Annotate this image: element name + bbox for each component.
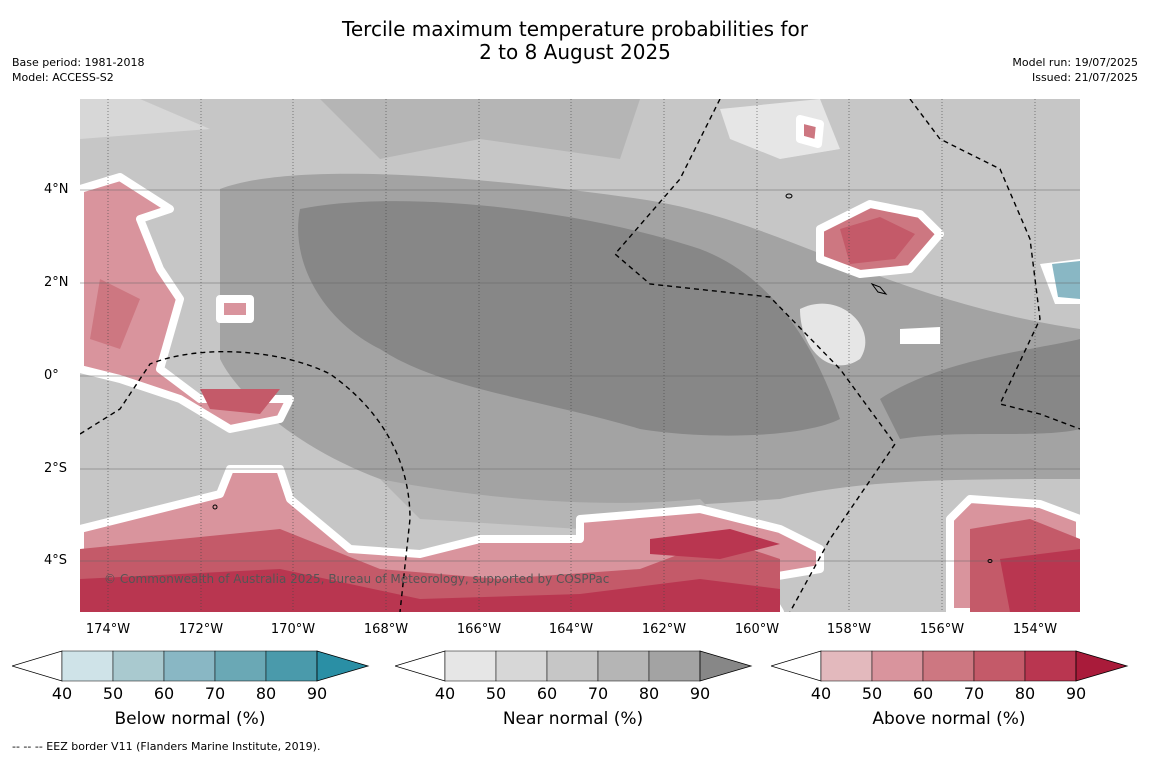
colorbar-below-normal bbox=[10, 650, 370, 688]
lon-label-164w: 164°W bbox=[548, 622, 594, 637]
above-normal-west bbox=[80, 173, 294, 433]
colorbar-swatch bbox=[597, 650, 650, 682]
colorbar-swatch bbox=[112, 650, 165, 682]
colorbar-near-title: Near normal (%) bbox=[502, 709, 644, 729]
tick-label: 50 bbox=[485, 684, 507, 703]
colorbar-swatch bbox=[444, 650, 497, 682]
tick-label: 40 bbox=[51, 684, 73, 703]
colorbar-swatch bbox=[265, 650, 318, 682]
model-run: Model run: 19/07/2025 bbox=[1012, 56, 1138, 69]
lon-label-168w: 168°W bbox=[363, 622, 409, 637]
above-normal-dot bbox=[796, 115, 824, 148]
dark-gray-east bbox=[880, 339, 1080, 439]
lon-label-172w: 172°W bbox=[178, 622, 224, 637]
tick-label: 90 bbox=[689, 684, 711, 703]
dark-gray-core bbox=[298, 201, 840, 436]
above-normal-small bbox=[216, 295, 254, 323]
lat-label-2s: 2°S bbox=[44, 461, 68, 476]
map-svg bbox=[80, 99, 1080, 612]
colorbar-swatch bbox=[61, 650, 114, 682]
colorbar-swatch bbox=[546, 650, 599, 682]
above-normal-south-spot bbox=[650, 529, 780, 559]
base-period: Base period: 1981-2018 bbox=[12, 56, 145, 69]
tick-label: 40 bbox=[810, 684, 832, 703]
colorbar-above-normal bbox=[769, 650, 1129, 688]
issued-date: Issued: 21/07/2025 bbox=[1031, 71, 1138, 84]
tick-label: 70 bbox=[963, 684, 985, 703]
lon-label-166w: 166°W bbox=[456, 622, 502, 637]
eez-legend-note: -- -- -- EEZ border V11 (Flanders Marine… bbox=[12, 740, 321, 753]
tick-label: 90 bbox=[1065, 684, 1087, 703]
latitude-gridlines bbox=[80, 189, 1080, 562]
lon-label-160w: 160°W bbox=[734, 622, 780, 637]
lon-label-156w: 156°W bbox=[919, 622, 965, 637]
lon-label-158w: 158°W bbox=[826, 622, 872, 637]
below-normal-patch bbox=[1052, 261, 1080, 299]
tick-label: 80 bbox=[255, 684, 277, 703]
map-title-line1: Tercile maximum temperature probabilitie… bbox=[342, 17, 808, 41]
colorbar-swatch bbox=[1024, 650, 1077, 682]
tick-label: 90 bbox=[306, 684, 328, 703]
lat-label-4s: 4°S bbox=[44, 553, 68, 568]
lat-label-2n: 2°N bbox=[44, 275, 69, 290]
tick-label: 50 bbox=[861, 684, 883, 703]
colorbar-above-svg bbox=[769, 650, 1129, 682]
meta-right: Model run: 19/07/2025 Issued: 21/07/2025 bbox=[1012, 55, 1138, 85]
tick-label: 70 bbox=[587, 684, 609, 703]
white-patch bbox=[900, 327, 940, 344]
tick-label: 60 bbox=[153, 684, 175, 703]
colorbar-near-normal bbox=[393, 650, 753, 688]
eez-border-west bbox=[80, 350, 411, 612]
colorbar-near-svg bbox=[393, 650, 753, 682]
probability-map: © Commonwealth of Australia 2025, Bureau… bbox=[80, 99, 1080, 612]
model-name: Model: ACCESS-S2 bbox=[12, 71, 114, 84]
colorbar-swatch bbox=[1075, 650, 1129, 682]
colorbar-swatch bbox=[316, 650, 370, 682]
colorbar-swatch bbox=[973, 650, 1026, 682]
lon-label-170w: 170°W bbox=[270, 622, 316, 637]
colorbar-swatch bbox=[163, 650, 216, 682]
eez-borders bbox=[80, 99, 1080, 612]
colorbar-swatch bbox=[820, 650, 873, 682]
meta-left: Base period: 1981-2018 Model: ACCESS-S2 bbox=[12, 55, 144, 85]
lon-label-154w: 154°W bbox=[1012, 622, 1058, 637]
colorbar-below-svg bbox=[10, 650, 370, 682]
copyright-notice: © Commonwealth of Australia 2025, Bureau… bbox=[104, 572, 610, 586]
tick-label: 80 bbox=[638, 684, 660, 703]
light-patch-center bbox=[800, 303, 866, 366]
gray-band-top bbox=[320, 99, 640, 159]
colorbar-swatch bbox=[922, 650, 975, 682]
above-normal-ne-core bbox=[840, 217, 915, 264]
colorbar-above-title: Above normal (%) bbox=[872, 709, 1026, 729]
lon-label-174w: 174°W bbox=[85, 622, 131, 637]
colorbar-swatch bbox=[699, 650, 753, 682]
islands bbox=[212, 193, 993, 563]
tick-label: 80 bbox=[1014, 684, 1036, 703]
colorbar-swatch bbox=[871, 650, 924, 682]
lat-label-4n: 4°N bbox=[44, 182, 69, 197]
eez-border-central bbox=[614, 99, 896, 612]
tick-label: 40 bbox=[434, 684, 456, 703]
colorbar-swatch bbox=[495, 650, 548, 682]
above-normal-se-core bbox=[1000, 549, 1080, 612]
above-normal-west-inner bbox=[90, 279, 140, 349]
light-gray-area bbox=[80, 99, 210, 139]
above-normal-west-core bbox=[200, 389, 280, 414]
lat-label-0: 0° bbox=[44, 368, 59, 383]
tick-label: 50 bbox=[102, 684, 124, 703]
tick-label: 70 bbox=[204, 684, 226, 703]
above-normal-south-core bbox=[80, 569, 780, 612]
colorbar-below-title: Below normal (%) bbox=[114, 709, 266, 729]
map-title-line2: 2 to 8 August 2025 bbox=[479, 40, 671, 64]
colorbar-swatch bbox=[648, 650, 701, 682]
tick-label: 60 bbox=[536, 684, 558, 703]
lon-label-162w: 162°W bbox=[641, 622, 687, 637]
colorbar-swatch bbox=[214, 650, 267, 682]
tick-label: 60 bbox=[912, 684, 934, 703]
map-title: Tercile maximum temperature probabilitie… bbox=[0, 18, 1150, 64]
